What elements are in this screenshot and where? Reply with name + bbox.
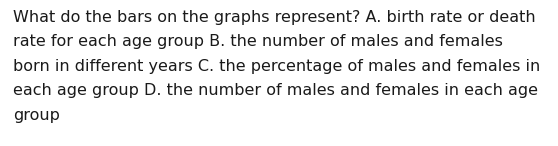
Text: rate for each age group B. the number of males and females: rate for each age group B. the number of…: [13, 34, 503, 49]
Text: born in different years C. the percentage of males and females in: born in different years C. the percentag…: [13, 59, 540, 74]
Text: What do the bars on the graphs represent? A. birth rate or death: What do the bars on the graphs represent…: [13, 10, 536, 25]
Text: each age group D. the number of males and females in each age: each age group D. the number of males an…: [13, 84, 538, 99]
Text: group: group: [13, 108, 60, 123]
